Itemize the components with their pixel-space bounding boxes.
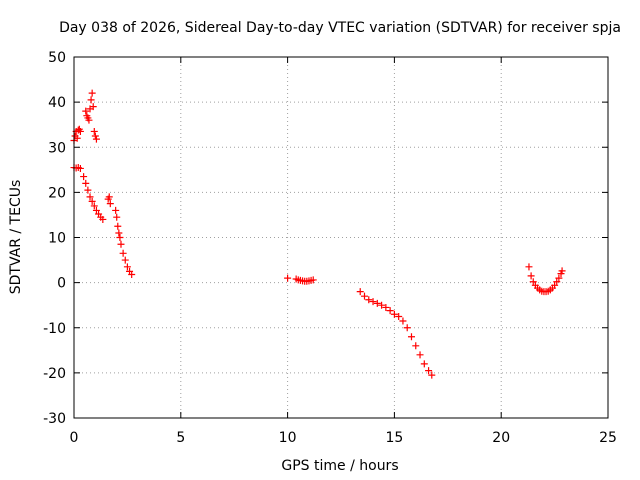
series-seg5 <box>80 173 107 223</box>
data-point <box>527 272 535 280</box>
series-seg3 <box>82 89 97 124</box>
data-point <box>80 173 88 181</box>
data-point <box>309 276 317 284</box>
data-point <box>88 89 96 97</box>
data-point <box>356 288 364 296</box>
data-point <box>115 229 123 237</box>
x-axis-label: GPS time / hours <box>281 458 398 474</box>
data-point <box>284 274 292 282</box>
data-point <box>76 164 84 172</box>
data-point <box>92 206 100 214</box>
data-point <box>360 292 368 300</box>
data-point <box>378 301 386 309</box>
data-point <box>119 249 127 257</box>
data-point <box>558 267 566 275</box>
data-point <box>128 271 136 279</box>
data-point <box>382 303 390 311</box>
y-tick-label: 50 <box>48 50 66 66</box>
data-point <box>416 351 424 359</box>
data-point <box>105 193 113 201</box>
plot-frame <box>73 56 609 419</box>
data-point <box>82 107 90 115</box>
data-point <box>92 135 100 143</box>
x-tick-labels: 0 5 10 15 20 25 <box>70 430 617 446</box>
data-point <box>121 256 129 264</box>
x-tick-label: 25 <box>599 430 617 446</box>
data-point <box>551 281 559 289</box>
series-seg2 <box>70 164 84 172</box>
data-point <box>117 240 125 248</box>
data-point <box>407 333 415 341</box>
x-tick-label: 20 <box>492 430 510 446</box>
series-seg8 <box>284 274 317 285</box>
data-point <box>106 200 114 208</box>
data-points <box>70 89 566 379</box>
y-tick-label: -10 <box>43 321 66 337</box>
data-point <box>525 263 533 271</box>
data-point <box>91 132 99 140</box>
data-point <box>87 96 95 104</box>
grid-lines <box>74 57 608 418</box>
x-tick-label: 10 <box>279 430 297 446</box>
data-point <box>112 206 120 214</box>
data-point <box>76 127 84 135</box>
data-point <box>529 278 537 286</box>
series-seg6 <box>104 193 114 208</box>
data-point <box>412 342 420 350</box>
data-point <box>86 193 94 201</box>
y-tick-label: -20 <box>43 366 66 382</box>
y-tick-label: -30 <box>43 411 66 427</box>
data-point <box>85 116 93 124</box>
y-tick-label: 30 <box>48 140 66 156</box>
data-point <box>386 307 394 315</box>
x-tick-label: 5 <box>176 430 185 446</box>
data-point <box>90 202 98 210</box>
data-point <box>365 296 373 304</box>
series-seg4 <box>90 127 100 143</box>
data-point <box>90 127 98 135</box>
data-point <box>89 103 97 111</box>
data-point <box>403 324 411 332</box>
series-seg7 <box>112 206 136 279</box>
data-point <box>553 278 561 286</box>
data-point <box>420 360 428 368</box>
data-point <box>555 274 563 282</box>
data-point <box>114 222 122 230</box>
data-point <box>373 299 381 307</box>
series-seg9 <box>356 288 436 379</box>
x-tick-label: 15 <box>385 430 403 446</box>
data-point <box>399 317 407 325</box>
data-point <box>84 186 92 194</box>
y-tick-label: 0 <box>57 276 66 292</box>
y-tick-label: 10 <box>48 231 66 247</box>
x-tick-label: 0 <box>70 430 79 446</box>
series-seg1 <box>70 125 84 144</box>
data-point <box>113 213 121 221</box>
data-point <box>73 134 81 142</box>
chart-title: Day 038 of 2026, Sidereal Day-to-day VTE… <box>59 20 621 36</box>
data-point <box>82 179 90 187</box>
data-point <box>116 234 124 241</box>
data-point <box>425 367 433 375</box>
data-point <box>390 310 398 318</box>
y-tick-label: 40 <box>48 95 66 111</box>
y-axis-label: SDTVAR / TECUs <box>8 180 24 295</box>
y-tick-labels: -30 -20 -10 0 10 20 30 40 50 <box>43 50 66 427</box>
y-tick-label: 20 <box>48 185 66 201</box>
data-point <box>123 263 131 271</box>
series-seg10 <box>525 263 566 296</box>
data-point <box>428 371 436 379</box>
data-point <box>88 197 96 205</box>
data-point <box>99 215 107 223</box>
data-point <box>369 298 377 306</box>
data-point <box>395 312 403 320</box>
